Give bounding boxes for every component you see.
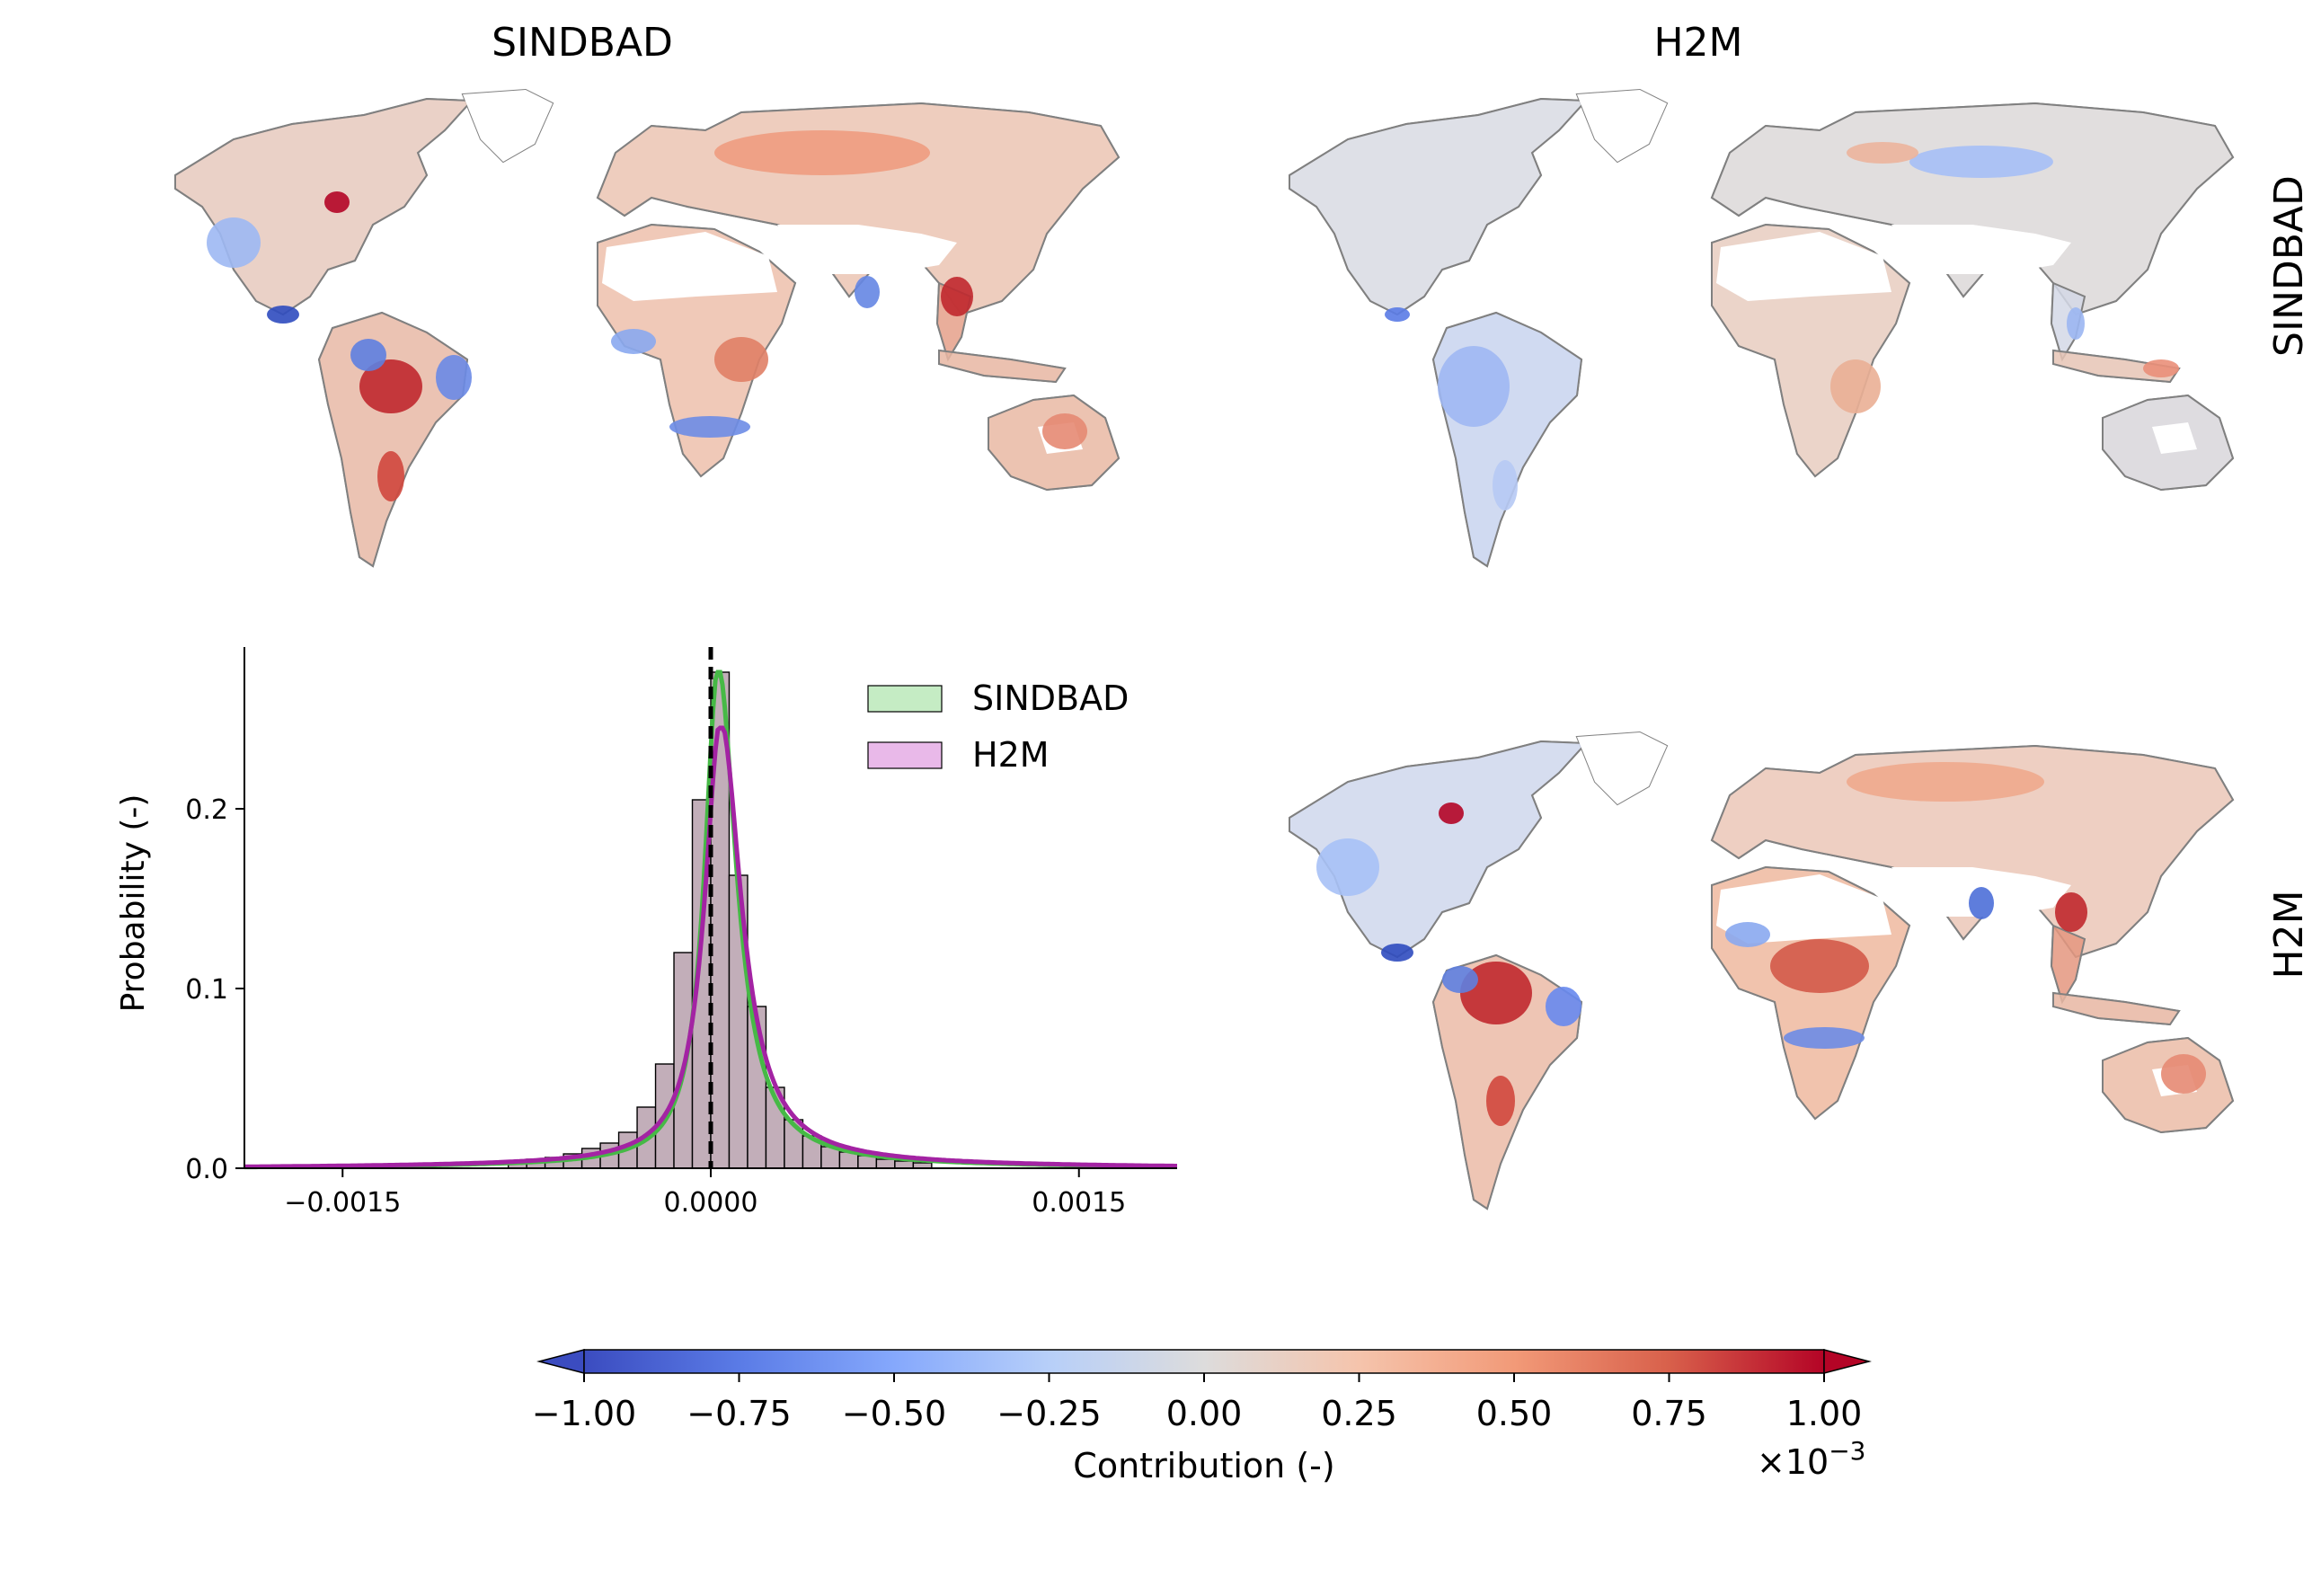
legend-swatch-sindbad	[867, 685, 943, 713]
x-tick-label: 0.0015	[1032, 1187, 1126, 1219]
map-sindbad-vs-sindbad	[174, 88, 1121, 568]
contribution-cell-cluster	[1460, 962, 1532, 1024]
column-title-sindbad: SINDBAD	[492, 20, 673, 66]
contribution-cell-cluster	[1438, 346, 1510, 427]
colorbar-tick-label: 0.00	[1166, 1394, 1243, 1433]
colorbar-tick-label: 1.00	[1786, 1394, 1863, 1433]
histogram-bar	[875, 1158, 896, 1169]
land-fill	[1289, 97, 1589, 316]
contribution-cell-cluster	[2161, 1054, 2206, 1094]
contribution-cell-cluster	[1830, 359, 1881, 413]
contribution-cell-cluster	[714, 130, 930, 175]
histogram-panel: 0.0 0.1 0.2 −0.0015 0.0000 0.0015 Probabilit…	[115, 647, 1177, 1219]
colorbar-tick-label: 0.75	[1631, 1394, 1707, 1433]
y-tick-label: 0.2	[185, 794, 228, 826]
colorbar-extend-low	[536, 1349, 585, 1374]
contribution-cell-cluster	[350, 339, 386, 371]
legend: SINDBAD H2M	[867, 678, 1129, 775]
y-ticks: 0.0 0.1 0.2	[185, 794, 244, 1185]
contribution-cell-cluster	[324, 191, 350, 213]
contribution-cell-cluster	[1439, 802, 1464, 824]
map-sindbad-vs-h2m	[1289, 88, 2235, 568]
contribution-cell-cluster	[267, 306, 299, 324]
contribution-cell-cluster	[1847, 142, 1918, 164]
contribution-cell-cluster	[1969, 887, 1994, 919]
y-axis-label: Probability (-)	[115, 794, 152, 1013]
contribution-cell-cluster	[2055, 892, 2087, 932]
contribution-cell-cluster	[1770, 939, 1869, 993]
contribution-cell-cluster	[1381, 944, 1413, 962]
no-data-region	[1577, 90, 1667, 162]
colorbar-label: Contribution (-)	[1073, 1446, 1334, 1485]
legend-swatch-h2m	[867, 741, 943, 769]
y-tick-label: 0.0	[185, 1154, 228, 1185]
contribution-cell-cluster	[1385, 307, 1410, 322]
land-fill	[317, 311, 469, 568]
contribution-cell-cluster	[1725, 922, 1770, 947]
colorbar-gradient	[583, 1349, 1825, 1374]
land-fill	[1431, 311, 1583, 568]
colorbar-multiplier-base: ×10	[1757, 1442, 1829, 1482]
colorbar-tick-label: −0.75	[687, 1394, 791, 1433]
no-data-region	[602, 232, 777, 301]
contribution-cell-cluster	[2143, 359, 2179, 377]
land-fill	[1710, 744, 2235, 959]
legend-label-h2m: H2M	[972, 735, 1050, 775]
colorbar-ticks: −1.00 −0.75 −0.50 −0.25 0.00 0.25 0.50 0.75 1.00	[532, 1373, 1863, 1433]
contribution-cell-cluster	[1784, 1027, 1865, 1049]
colorbar-tick-label: 0.25	[1321, 1394, 1397, 1433]
no-data-region	[1577, 732, 1667, 804]
contribution-cell-cluster	[1442, 966, 1478, 993]
no-data-region	[1891, 225, 2071, 274]
colorbar-tick-label: −0.50	[842, 1394, 946, 1433]
row-title-h2m: H2M	[2266, 890, 2312, 979]
contribution-cell-cluster	[1493, 460, 1518, 510]
land-fill	[938, 349, 1067, 384]
colorbar: −1.00 −0.75 −0.50 −0.25 0.00 0.25 0.50 0.75 1.00…	[532, 1349, 1872, 1485]
colorbar-tick-label: −0.25	[997, 1394, 1101, 1433]
contribution-cell-cluster	[359, 359, 422, 413]
contribution-cell-cluster	[1546, 987, 1581, 1026]
contribution-cell-cluster	[1316, 838, 1379, 896]
contribution-cell-cluster	[714, 337, 768, 382]
colorbar-tick-label: 0.50	[1476, 1394, 1553, 1433]
no-data-region	[463, 90, 553, 162]
contribution-cell-cluster	[2067, 307, 2085, 340]
contribution-cell-cluster	[1486, 1076, 1515, 1126]
colorbar-extend-high	[1823, 1349, 1872, 1374]
row-title-sindbad: SINDBAD	[2266, 175, 2312, 357]
contribution-cell-cluster	[1847, 762, 2044, 802]
contribution-cell-cluster	[436, 355, 472, 400]
no-data-region	[777, 225, 957, 274]
contribution-cell-cluster	[207, 217, 261, 268]
x-ticks: −0.0015 0.0000 0.0015	[284, 1168, 1126, 1219]
land-fill	[2050, 924, 2086, 1005]
contribution-cell-cluster	[1042, 413, 1087, 449]
contribution-cell-cluster	[941, 277, 973, 316]
contribution-cell-cluster	[1909, 146, 2053, 178]
column-title-h2m: H2M	[1653, 20, 1742, 66]
x-tick-label: −0.0015	[284, 1187, 401, 1219]
land-fill	[2052, 991, 2181, 1026]
no-data-region	[2152, 422, 2197, 454]
land-fill	[1710, 102, 2235, 316]
no-data-region	[1716, 232, 1891, 301]
colorbar-multiplier: ×10−3	[1757, 1436, 1865, 1482]
y-tick-label: 0.1	[185, 974, 228, 1006]
histogram-bar	[894, 1160, 915, 1169]
contribution-cell-cluster	[855, 276, 880, 308]
colorbar-tick-label: −1.00	[532, 1394, 636, 1433]
map-h2m-vs-h2m	[1289, 731, 2235, 1210]
contribution-cell-cluster	[377, 451, 404, 501]
contribution-cell-cluster	[611, 329, 656, 354]
contribution-cell-cluster	[669, 416, 750, 438]
legend-label-sindbad: SINDBAD	[972, 678, 1129, 718]
land-fill	[174, 97, 474, 316]
x-tick-label: 0.0000	[664, 1187, 758, 1219]
colorbar-multiplier-exponent: −3	[1829, 1436, 1865, 1466]
